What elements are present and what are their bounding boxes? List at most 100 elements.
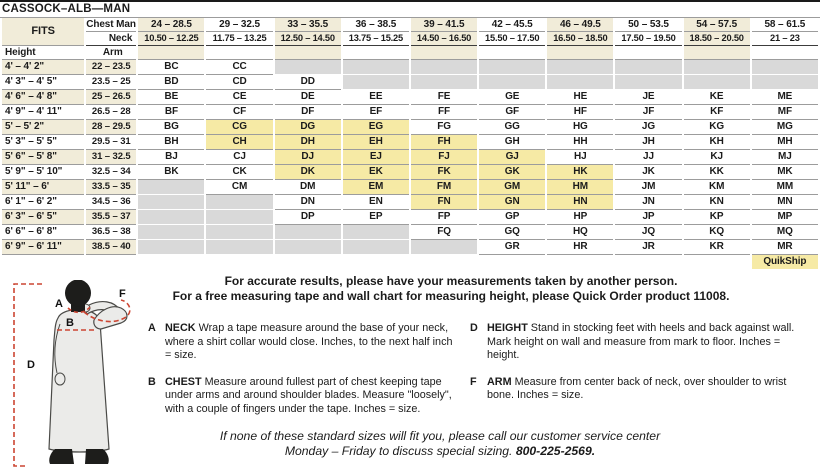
size-code-cell: BK <box>138 165 205 180</box>
left-foot <box>49 449 74 464</box>
unavailable-cell <box>138 225 205 240</box>
size-code-cell: EH <box>342 135 409 150</box>
size-code-cell: JG <box>615 120 682 135</box>
unavailable-cell <box>410 240 478 255</box>
size-code-cell: GK <box>479 165 546 180</box>
phone-number: 800-225-2569. <box>515 444 596 458</box>
legend-spacer <box>2 255 750 269</box>
unavailable-cell <box>547 75 614 90</box>
neck-range-cell: 12.50 – 14.50 <box>274 32 341 46</box>
size-row: 4' – 4' 2" 22 – 23.5 BC CC <box>2 60 818 75</box>
size-code-cell: FG <box>410 120 478 135</box>
size-code-cell: GN <box>479 195 546 210</box>
size-code-cell: FJ <box>410 150 478 165</box>
size-code-cell: JN <box>615 195 682 210</box>
neck-range-cell: 17.50 – 19.50 <box>615 32 682 46</box>
arm-range-cell: 34.5 – 36 <box>86 195 137 210</box>
instructions-left-column: A NECK Wrap a tape measure around the ba… <box>148 322 454 416</box>
neck-range-cell: 21 – 23 <box>751 32 818 46</box>
height-range-cell: 6' 6" – 6' 8" <box>2 225 85 240</box>
size-code-cell: CG <box>206 120 273 135</box>
unavailable-cell <box>206 225 273 240</box>
size-code-cell: HN <box>547 195 614 210</box>
size-code-cell: DM <box>274 180 341 195</box>
arm-measure-line-f <box>83 299 131 323</box>
size-code-cell: BG <box>138 120 205 135</box>
height-range-cell: 5' 6" – 5' 8" <box>2 150 85 165</box>
height-range-cell: 4' 6" – 4' 8" <box>2 90 85 105</box>
size-code-cell: MG <box>751 120 818 135</box>
size-code-cell: BC <box>138 60 205 75</box>
unavailable-cell <box>547 60 614 75</box>
height-range-cell: 6' 3" – 6' 5" <box>2 210 85 225</box>
unavailable-cell <box>615 60 682 75</box>
size-code-cell: MK <box>751 165 818 180</box>
size-code-cell: EG <box>342 120 409 135</box>
unavailable-cell <box>342 60 409 75</box>
unavailable-cell <box>138 180 205 195</box>
instruction-term: CHEST <box>165 375 202 388</box>
arm-range-cell: 35.5 – 37 <box>86 210 137 225</box>
unavailable-cell <box>138 195 205 210</box>
instruction-letter: D <box>470 322 478 334</box>
size-code-cell: BE <box>138 90 205 105</box>
height-range-cell: 4' – 4' 2" <box>2 60 85 75</box>
height-range-cell: 5' 3" – 5' 5" <box>2 135 85 150</box>
stripe-cell <box>683 46 750 60</box>
size-code-cell: GM <box>479 180 546 195</box>
page-title: CASSOCK–ALB—MAN <box>0 0 820 18</box>
size-code-cell: KQ <box>683 225 750 240</box>
unavailable-cell <box>683 60 750 75</box>
size-code-cell: FF <box>410 105 478 120</box>
unavailable-cell <box>342 225 409 240</box>
special-line-1: If none of these standard sizes will fit… <box>219 429 661 443</box>
arm-range-cell: 29.5 – 31 <box>86 135 137 150</box>
neck-range-cell: 16.50 – 18.50 <box>547 32 614 46</box>
instruction-arm: F ARM Measure from center back of neck, … <box>470 376 812 403</box>
arm-range-cell: 36.5 – 38 <box>86 225 137 240</box>
size-code-cell: JR <box>615 240 682 255</box>
size-row: 5' 3" – 5' 5" 29.5 – 31 BH CH DH EH FH GH HH JH KH… <box>2 135 818 150</box>
arm-range-cell: 28 – 29.5 <box>86 120 137 135</box>
size-code-cell: HP <box>547 210 614 225</box>
chest-range-cell: 46 – 49.5 <box>547 18 614 32</box>
height-col-label: Height <box>2 46 85 60</box>
neck-range-cell: 15.50 – 17.50 <box>479 32 546 46</box>
size-code-cell: GR <box>479 240 546 255</box>
instructions-right-column: D HEIGHT Stand in stocking feet with hee… <box>470 322 812 416</box>
size-code-cell: DP <box>274 210 341 225</box>
quikship-legend: QuikShip <box>751 255 818 269</box>
height-range-cell: 4' 9" – 4' 11" <box>2 105 85 120</box>
chest-range-cell: 36 – 38.5 <box>342 18 409 32</box>
stripe-cell <box>138 46 205 60</box>
size-row: 6' 1" – 6' 2" 34.5 – 36 DN EN FN GN HN JN KN MN <box>2 195 818 210</box>
neck-row-label: Neck <box>86 32 137 46</box>
size-code-cell: DJ <box>274 150 341 165</box>
instruction-description: Wrap a tape measure around the base of y… <box>165 322 453 361</box>
size-code-cell: GG <box>479 120 546 135</box>
size-code-cell: HE <box>547 90 614 105</box>
size-code-cell: FM <box>410 180 478 195</box>
size-row: 5' 11" – 6' 33.5 – 35 CM DM EM FM GM HM JM KM MM <box>2 180 818 195</box>
size-row: 5' 9" – 5' 10" 32.5 – 34 BK CK DK EK FK GK HK JK K… <box>2 165 818 180</box>
instruction-description: Measure around fullest part of chest kee… <box>165 375 452 415</box>
stripe-cell <box>615 46 682 60</box>
unavailable-cell <box>274 60 341 75</box>
unavailable-cell <box>138 240 205 255</box>
size-code-cell: CF <box>206 105 273 120</box>
chest-range-cell: 54 – 57.5 <box>683 18 750 32</box>
size-code-cell: KR <box>683 240 750 255</box>
size-code-cell: HH <box>547 135 614 150</box>
stripe-cell <box>274 46 341 60</box>
unavailable-cell <box>274 240 341 255</box>
unavailable-cell <box>479 75 546 90</box>
height-range-cell: 6' 1" – 6' 2" <box>2 195 85 210</box>
size-code-cell: FQ <box>410 225 478 240</box>
instruction-term: HEIGHT <box>487 322 528 334</box>
arm-range-cell: 38.5 – 40 <box>86 240 137 255</box>
chest-range-cell: 39 – 41.5 <box>410 18 478 32</box>
arm-range-cell: 33.5 – 35 <box>86 180 137 195</box>
instruction-chest: B CHEST Measure around fullest part of c… <box>148 376 454 417</box>
size-code-cell: DN <box>274 195 341 210</box>
size-code-cell: MJ <box>751 150 818 165</box>
